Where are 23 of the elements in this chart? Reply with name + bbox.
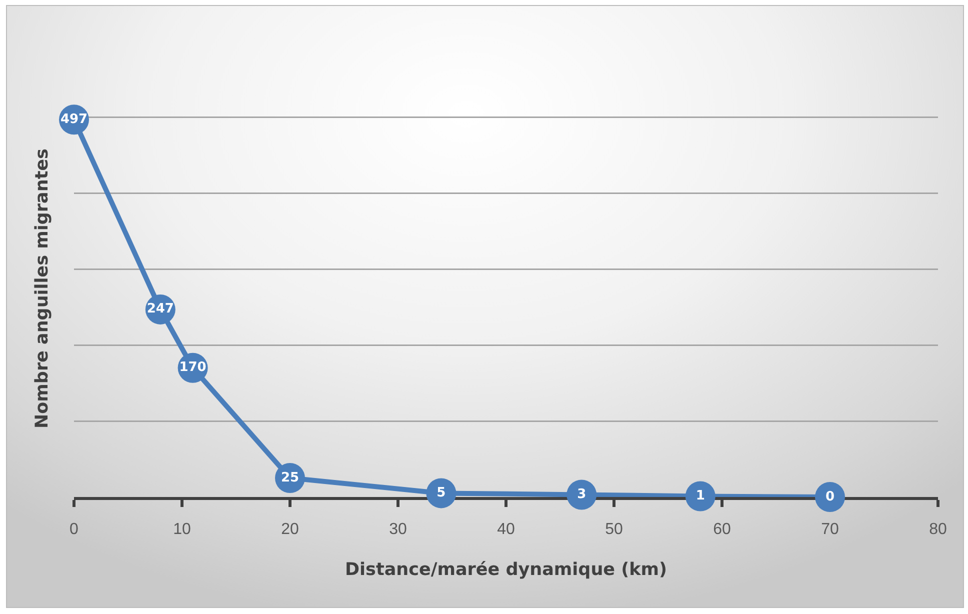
point <box>566 480 597 510</box>
point <box>685 481 716 512</box>
x-tick-label: 80 <box>929 521 947 538</box>
x-tick-label: 30 <box>389 521 407 538</box>
x-tick-label: 10 <box>173 521 191 538</box>
data-label: 3 <box>577 486 586 502</box>
x-tick-label: 0 <box>70 521 79 538</box>
x-tick-label: 40 <box>497 521 515 538</box>
x-tick-label: 60 <box>713 521 731 538</box>
data-label: 5 <box>436 485 446 500</box>
data-label: 0 <box>825 489 835 504</box>
data-label: 25 <box>280 470 300 486</box>
point <box>815 482 845 512</box>
x-tick-label: 50 <box>605 521 623 538</box>
data-label: 497 <box>60 112 88 127</box>
x-tick-label: 20 <box>281 521 299 538</box>
x-tick-label: 70 <box>821 521 839 538</box>
data-label: 1 <box>696 488 705 504</box>
data-label: 247 <box>146 302 174 317</box>
data-label: 170 <box>179 360 206 376</box>
y-axis-title: Nombre anguilles migrantes <box>32 148 52 428</box>
point <box>426 478 456 508</box>
x-axis-title: Distance/marée dynamique (km) <box>345 560 667 580</box>
